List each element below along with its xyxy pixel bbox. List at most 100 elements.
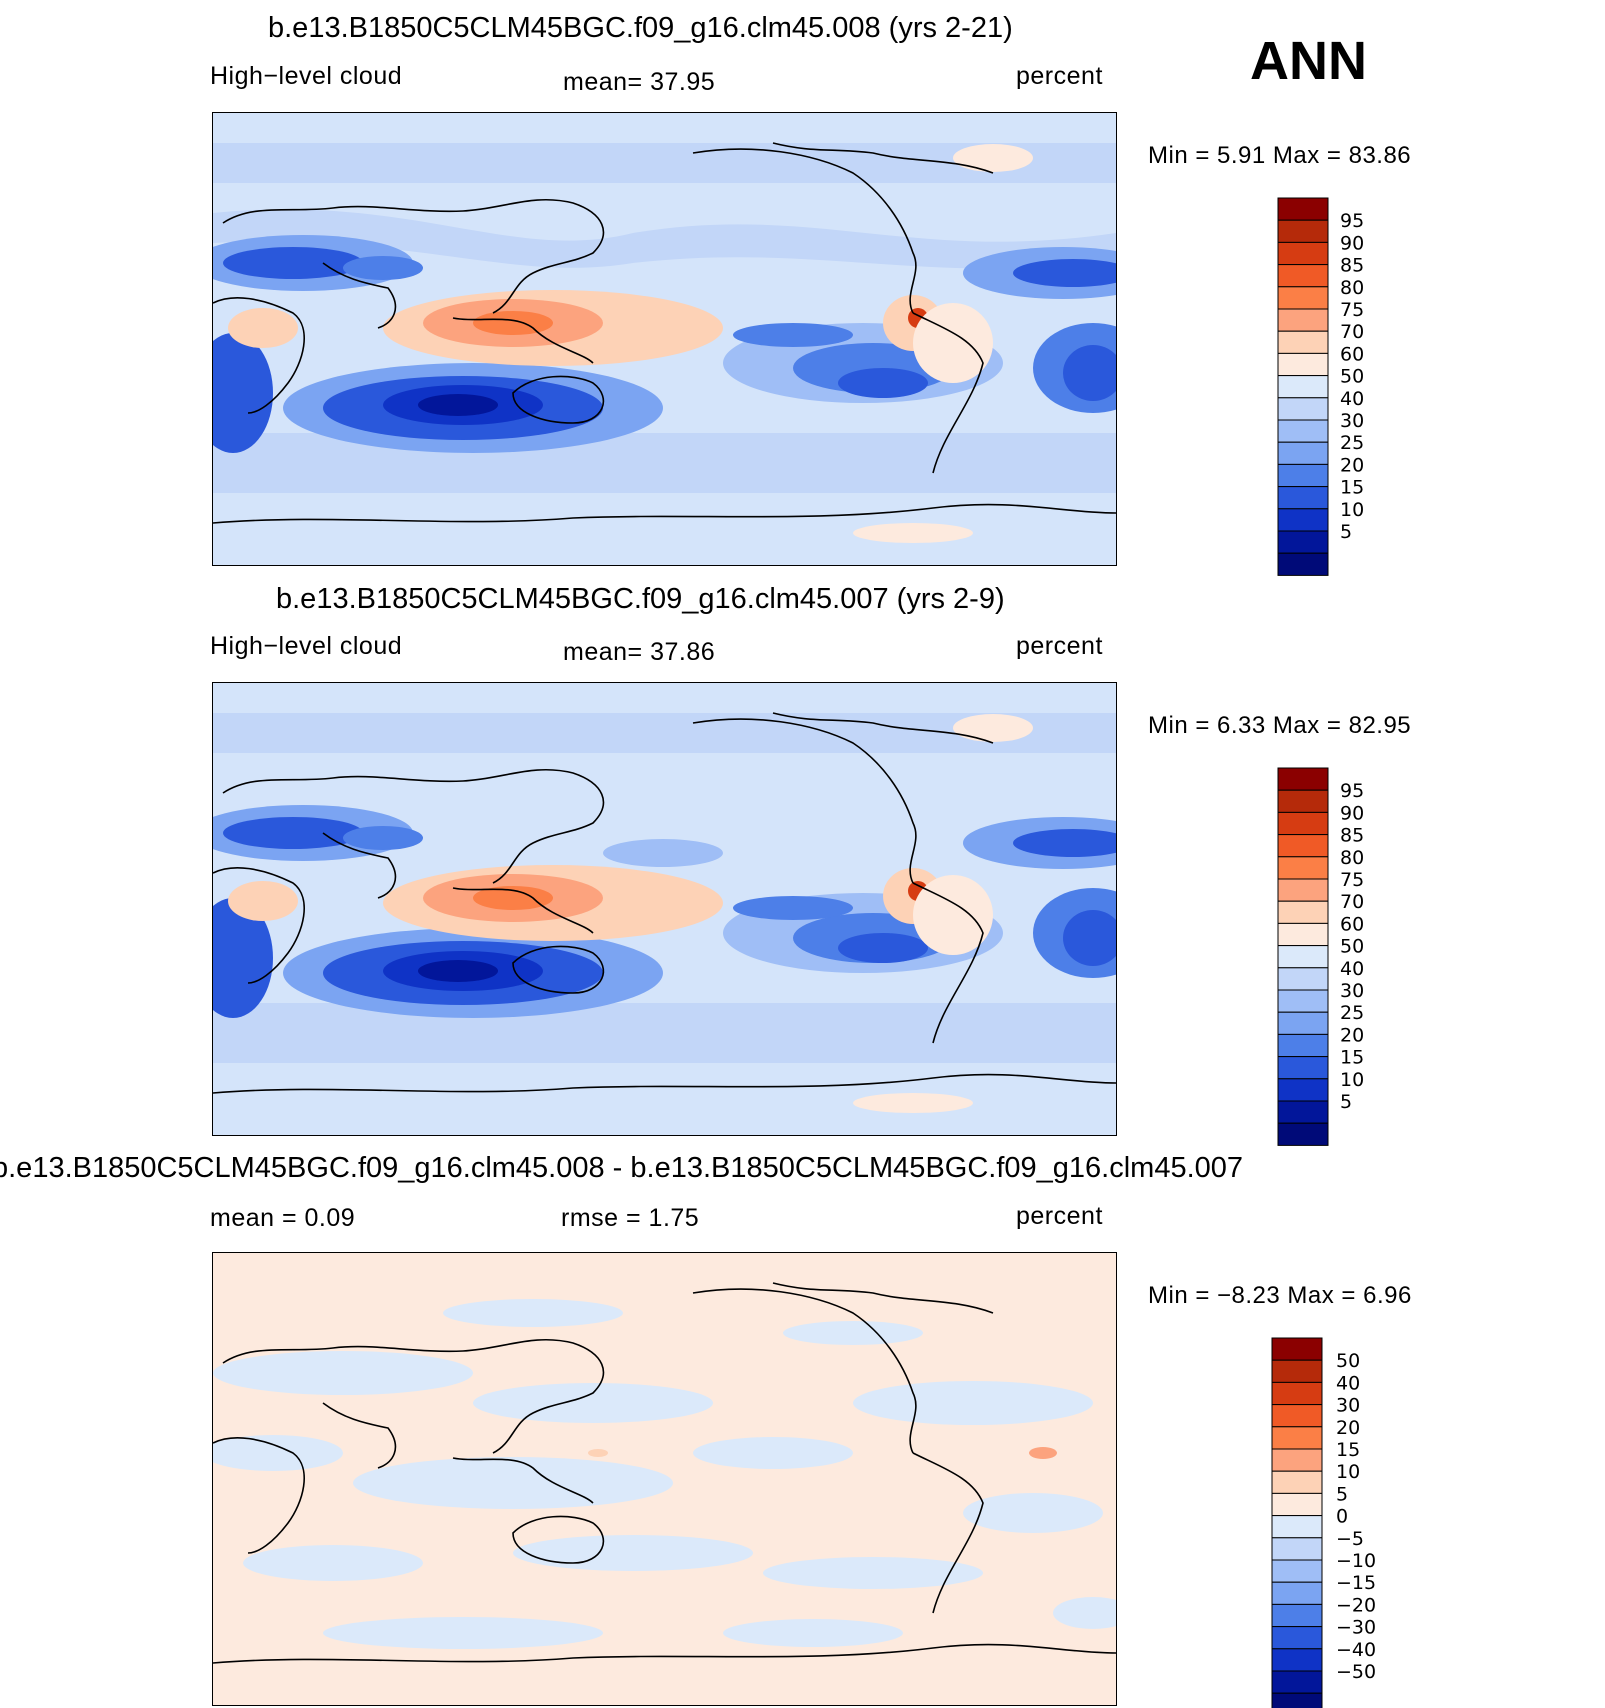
colorbar-label: 90 (1340, 802, 1364, 824)
panel2-mean-label: mean= 37.86 (563, 638, 716, 666)
season-label: ANN (1250, 31, 1367, 91)
colorbar-segment (1271, 1470, 1323, 1494)
colorbar-segment (1277, 900, 1329, 924)
colorbar-segment (1277, 508, 1329, 532)
colorbar-label: 30 (1336, 1395, 1360, 1417)
colorbar-segment (1277, 1122, 1329, 1146)
colorbar-label: −5 (1336, 1528, 1364, 1550)
colorbar-segment (1277, 945, 1329, 969)
colorbar-segment (1277, 530, 1329, 554)
colorbar-segment (1271, 1515, 1323, 1539)
panel3-minmax: Min = −8.23 Max = 6.96 (1148, 1282, 1412, 1309)
colorbar-label: 80 (1340, 847, 1364, 869)
colorbar-segment (1277, 286, 1329, 310)
panel3-rmse-label: rmse = 1.75 (561, 1204, 700, 1232)
colorbar-label: −10 (1336, 1550, 1376, 1572)
colorbar-segment (1271, 1337, 1323, 1361)
colorbar-label: 25 (1340, 1002, 1364, 1024)
colorbar-segment (1277, 219, 1329, 243)
colorbar-label: −20 (1336, 1594, 1376, 1616)
colorbar-label: 50 (1336, 1350, 1360, 1372)
colorbar-label: 20 (1340, 454, 1364, 476)
colorbar-label: 30 (1340, 410, 1364, 432)
colorbar-label: 75 (1340, 869, 1364, 891)
panel2-title: b.e13.B1850C5CLM45BGC.f09_g16.clm45.007 … (276, 583, 1005, 615)
colorbar-segment (1277, 241, 1329, 266)
colorbar-label: 20 (1336, 1417, 1360, 1439)
colorbar-label: 15 (1340, 477, 1364, 499)
colorbar-segment (1277, 330, 1329, 354)
colorbar-segment (1277, 375, 1329, 399)
panel3-colorbar: 50 40 30 20 15 10 5 0 −5 −10 −15 −20 −30 −40 −50 (1270, 1337, 1400, 1708)
colorbar-segment (1277, 967, 1329, 991)
colorbar-label: −30 (1336, 1617, 1376, 1639)
panel2-variable-label: High−level cloud (210, 632, 403, 660)
colorbar-segment (1277, 834, 1329, 858)
colorbar-label: 30 (1340, 980, 1364, 1002)
colorbar-segment (1277, 1011, 1329, 1035)
panel1-map (212, 112, 1117, 566)
colorbar-segment (1271, 1692, 1323, 1708)
panel1-title: b.e13.B1850C5CLM45BGC.f09_g16.clm45.008 … (268, 12, 1013, 44)
colorbar-label: 40 (1336, 1372, 1360, 1394)
colorbar-label: 80 (1340, 277, 1364, 299)
colorbar-segment (1277, 352, 1329, 377)
colorbar-segment (1271, 1648, 1323, 1672)
colorbar-segment (1277, 264, 1329, 288)
colorbar-segment (1277, 486, 1329, 510)
colorbar-label: 10 (1336, 1461, 1360, 1483)
colorbar-segment (1277, 856, 1329, 880)
colorbar-label: 20 (1340, 1024, 1364, 1046)
panel2-minmax: Min = 6.33 Max = 82.95 (1148, 712, 1412, 739)
panel2-map (212, 682, 1117, 1136)
colorbar-label: 60 (1340, 343, 1364, 365)
colorbar-segment (1271, 1670, 1323, 1694)
colorbar-segment (1277, 1100, 1329, 1124)
colorbar-segment (1271, 1559, 1323, 1583)
panel3-map (212, 1252, 1117, 1706)
colorbar-label: 15 (1340, 1047, 1364, 1069)
colorbar-segment (1271, 1448, 1323, 1472)
colorbar-label: 70 (1340, 321, 1364, 343)
colorbar-segment (1277, 989, 1329, 1013)
colorbar-segment (1271, 1426, 1323, 1450)
colorbar-segment (1277, 767, 1329, 791)
colorbar-label: 50 (1340, 366, 1364, 388)
panel3-units-label: percent (1016, 1202, 1103, 1230)
colorbar-label: 70 (1340, 891, 1364, 913)
colorbar-segment (1277, 922, 1329, 947)
panel1-units-label: percent (1016, 62, 1103, 90)
colorbar-label: 15 (1336, 1439, 1360, 1461)
colorbar-segment (1277, 197, 1329, 221)
colorbar-label: 40 (1340, 958, 1364, 980)
panel2-colorbar: 95 90 85 80 75 70 60 50 40 30 25 20 15 10 5 (1276, 767, 1396, 1146)
colorbar-segment (1271, 1603, 1323, 1628)
colorbar-label: 25 (1340, 432, 1364, 454)
colorbar-label: 85 (1340, 825, 1364, 847)
colorbar-segment (1277, 397, 1329, 421)
colorbar-label: 10 (1340, 1069, 1364, 1091)
colorbar-segment (1271, 1537, 1323, 1561)
colorbar-label: 50 (1340, 936, 1364, 958)
colorbar-label: −50 (1336, 1661, 1376, 1683)
colorbar-segment (1277, 1078, 1329, 1102)
panel1-colorbar: 95 90 85 80 75 70 60 50 40 30 25 20 15 10 5 (1276, 197, 1396, 576)
colorbar-label: 5 (1340, 1091, 1352, 1113)
colorbar-label: −40 (1336, 1639, 1376, 1661)
colorbar-segment (1277, 811, 1329, 836)
colorbar-segment (1277, 1033, 1329, 1058)
panel2-units-label: percent (1016, 632, 1103, 660)
panel3-title: b.e13.B1850C5CLM45BGC.f09_g16.clm45.008 … (0, 1152, 1244, 1184)
colorbar-segment (1277, 789, 1329, 813)
colorbar-label: 10 (1340, 499, 1364, 521)
colorbar-segment (1277, 1056, 1329, 1080)
colorbar-label: 75 (1340, 299, 1364, 321)
colorbar-segment (1277, 308, 1329, 332)
colorbar-label: 95 (1340, 780, 1364, 802)
colorbar-label: 85 (1340, 255, 1364, 277)
colorbar-segment (1277, 878, 1329, 902)
colorbar-segment (1271, 1626, 1323, 1650)
colorbar-segment (1271, 1404, 1323, 1428)
colorbar-segment (1271, 1492, 1323, 1517)
colorbar-segment (1271, 1359, 1323, 1383)
